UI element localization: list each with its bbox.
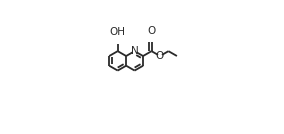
Text: O: O xyxy=(156,51,164,61)
Text: OH: OH xyxy=(110,27,126,37)
Text: O: O xyxy=(147,26,156,36)
Text: N: N xyxy=(131,46,139,56)
